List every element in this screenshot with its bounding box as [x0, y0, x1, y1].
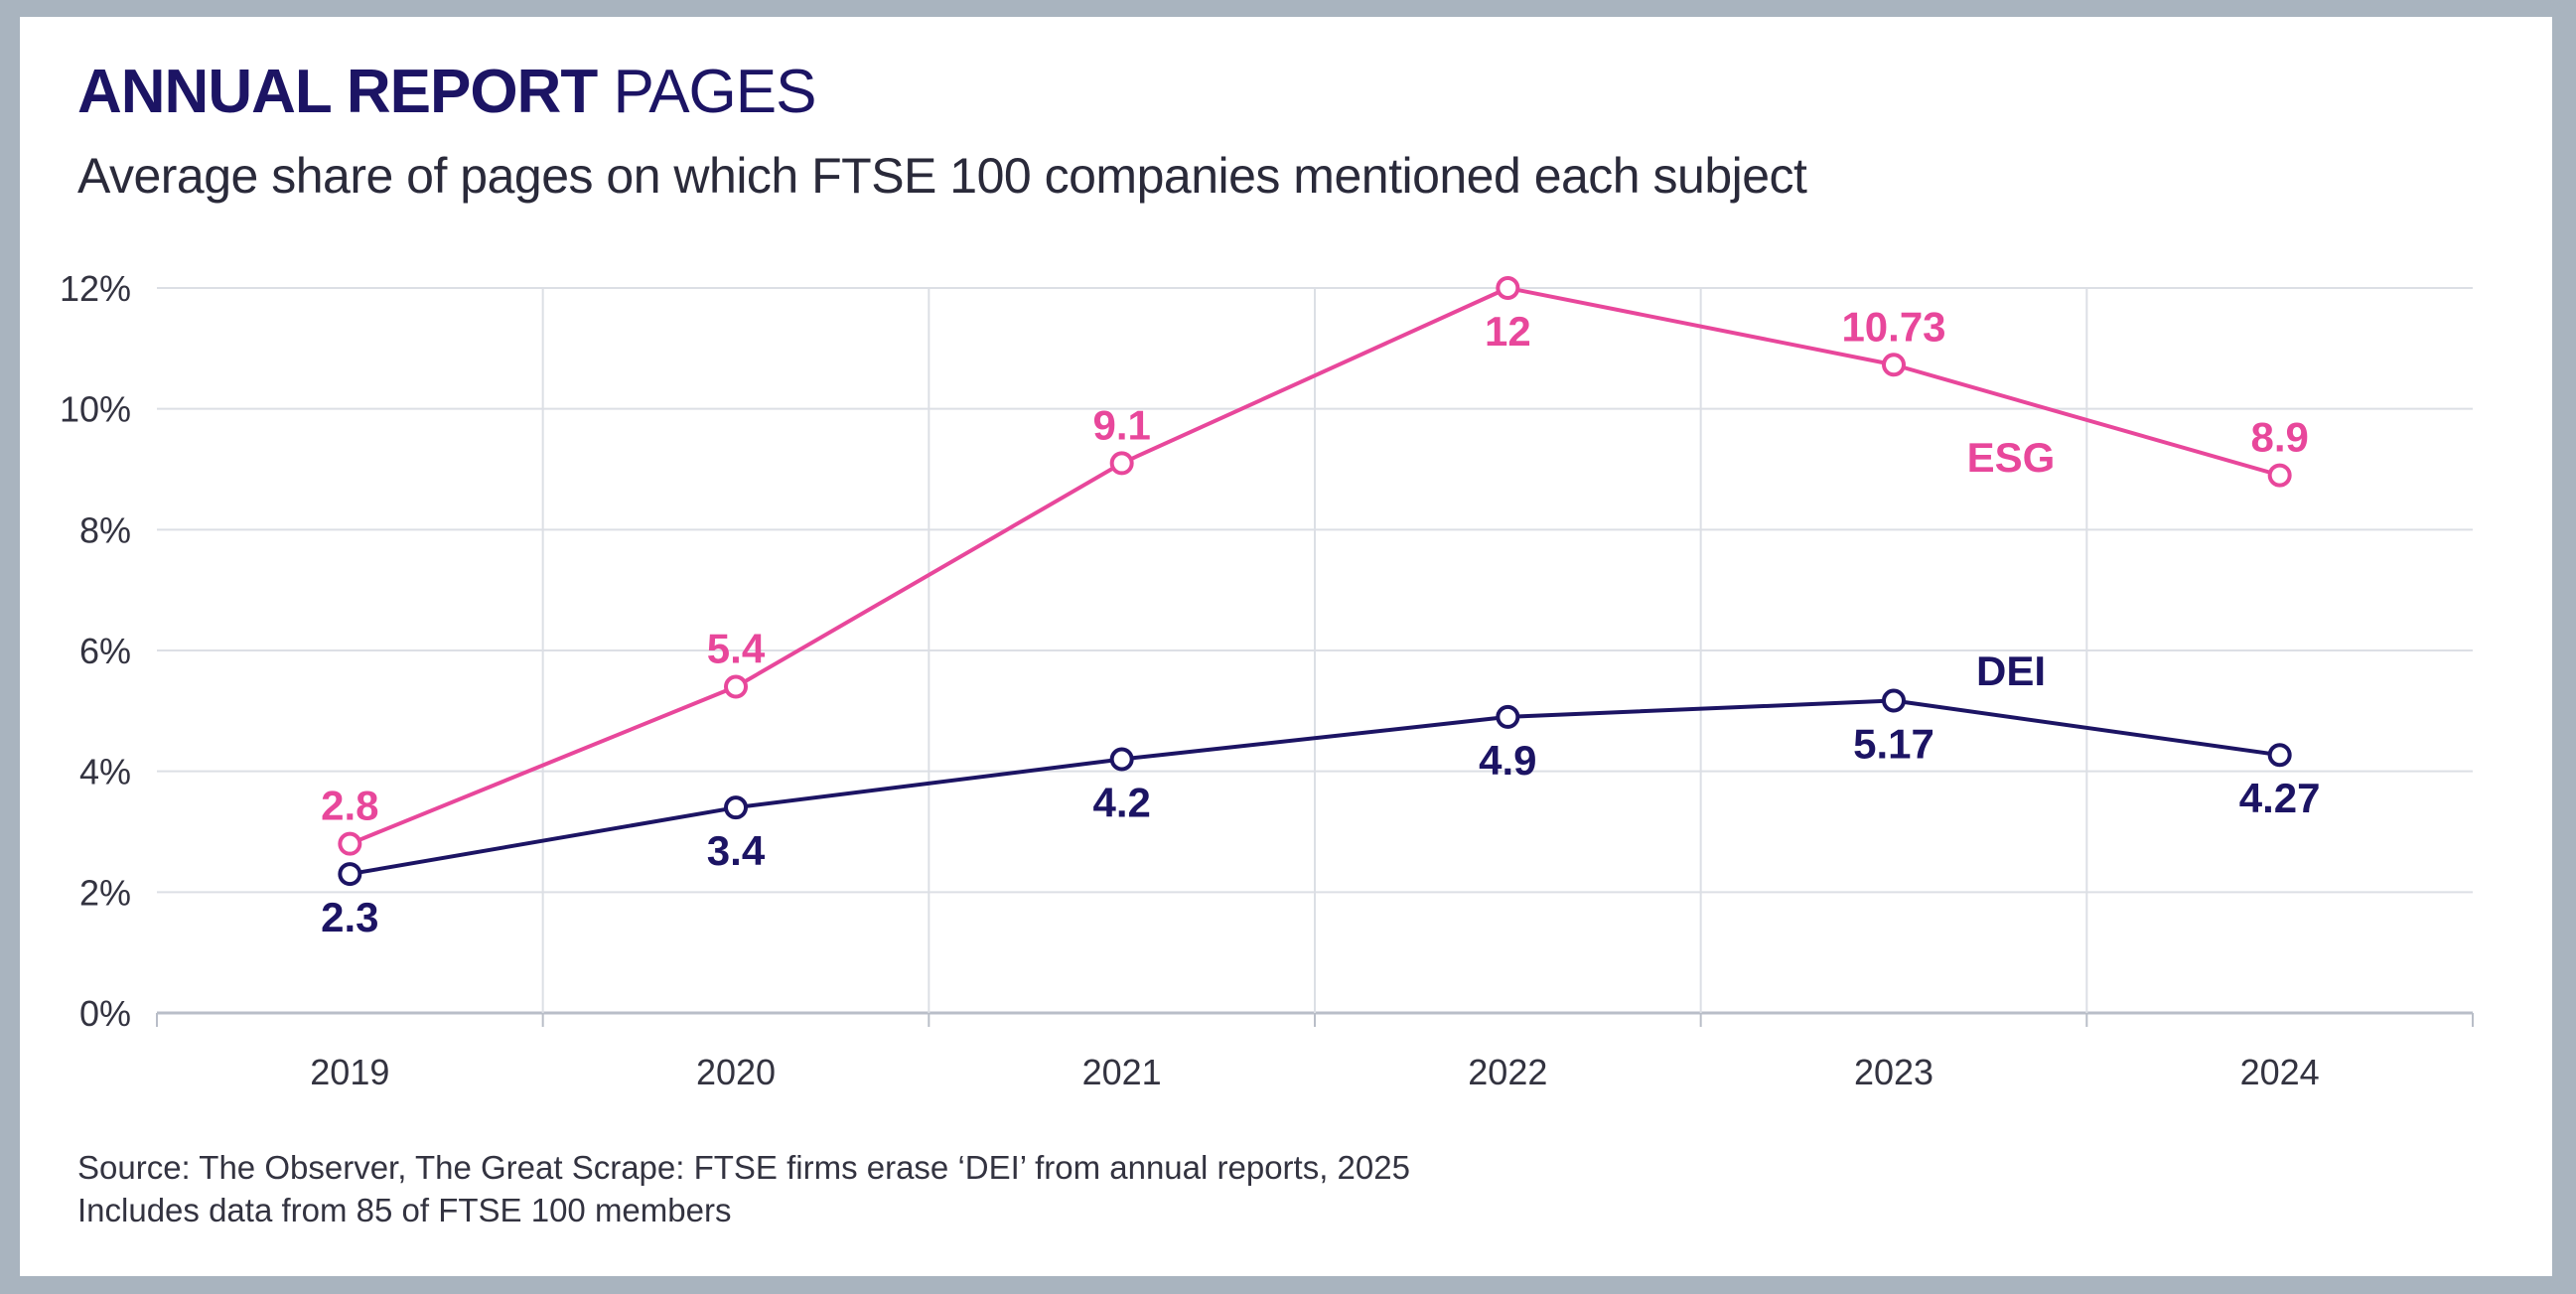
x-tick-label: 2021: [1082, 1052, 1162, 1092]
esg-data-label: 9.1: [1092, 401, 1150, 448]
x-tick-label: 2023: [1854, 1052, 1933, 1092]
dei-data-label: 4.27: [2239, 775, 2321, 821]
y-tick-label: 2%: [79, 872, 131, 913]
dei-data-label: 5.17: [1853, 720, 1934, 767]
series-esg: 2.8 5.4 9.1 12 10.73 8.9 ESG: [321, 276, 2309, 856]
esg-data-label: 5.4: [707, 626, 766, 672]
y-tick-label: 12%: [60, 268, 131, 309]
esg-data-label: 2.8: [321, 783, 378, 829]
series-layer: 2.8 5.4 9.1 12 10.73 8.9 ESG 2.3 3.4 4.2 4.9 5.17 4.…: [321, 276, 2321, 940]
coverage-note: Includes data from 85 of FTSE 100 member…: [77, 1191, 732, 1228]
chart-title: ANNUAL REPORT PAGES: [77, 62, 816, 123]
chart-subtitle: Average share of pages on which FTSE 100…: [77, 148, 1807, 204]
x-tick-label: 2022: [1468, 1052, 1547, 1092]
dei-line: [349, 698, 2280, 877]
esg-data-label: 8.9: [2250, 414, 2308, 461]
x-tick-label: 2020: [696, 1052, 776, 1092]
esg-data-label: 12: [1485, 308, 1531, 355]
dei-point: [1109, 747, 1134, 772]
esg-point: [1496, 276, 1520, 300]
esg-point: [338, 831, 362, 856]
dei-data-label: 2.3: [321, 894, 378, 940]
esg-line: [349, 286, 2281, 846]
esg-point: [1109, 451, 1134, 476]
source-text: Source: The Observer, The Great Scrape: …: [77, 1149, 1410, 1186]
x-axis: 2019 2020 2021 2022 2023 2024: [156, 1013, 2474, 1092]
dei-data-label: 4.9: [1479, 737, 1536, 784]
esg-data-label: 10.73: [1841, 303, 1945, 350]
chart-title-bold: ANNUAL REPORT: [77, 58, 598, 126]
esg-point: [724, 674, 748, 699]
dei-point: [1882, 688, 1906, 713]
y-tick-label: 8%: [79, 509, 131, 550]
chart-title-light: PAGES: [613, 58, 816, 126]
dei-data-label: 4.2: [1092, 780, 1150, 826]
source-note: Source: The Observer, The Great Scrape: …: [77, 1147, 1410, 1232]
esg-point: [2267, 463, 2292, 488]
dei-point: [338, 862, 362, 887]
y-tick-label: 10%: [60, 389, 131, 430]
y-tick-label: 4%: [79, 752, 131, 792]
y-axis: 0% 2% 4% 6% 8% 10% 12%: [60, 268, 131, 1034]
esg-series-label: ESG: [1967, 434, 2056, 481]
dei-point: [724, 795, 748, 820]
dei-point: [1496, 704, 1520, 729]
y-tick-label: 6%: [79, 631, 131, 671]
series-dei: 2.3 3.4 4.2 4.9 5.17 4.27 DEI: [321, 647, 2320, 940]
y-tick-label: 0%: [79, 993, 131, 1034]
dei-series-label: DEI: [1976, 647, 2046, 694]
dei-data-label: 3.4: [707, 827, 766, 874]
chart-card: [20, 17, 2552, 1276]
dei-point: [2267, 743, 2292, 768]
esg-point: [1882, 353, 1906, 377]
x-tick-label: 2019: [310, 1052, 389, 1092]
grid-lines: [157, 287, 2473, 1015]
x-tick-label: 2024: [2240, 1052, 2320, 1092]
